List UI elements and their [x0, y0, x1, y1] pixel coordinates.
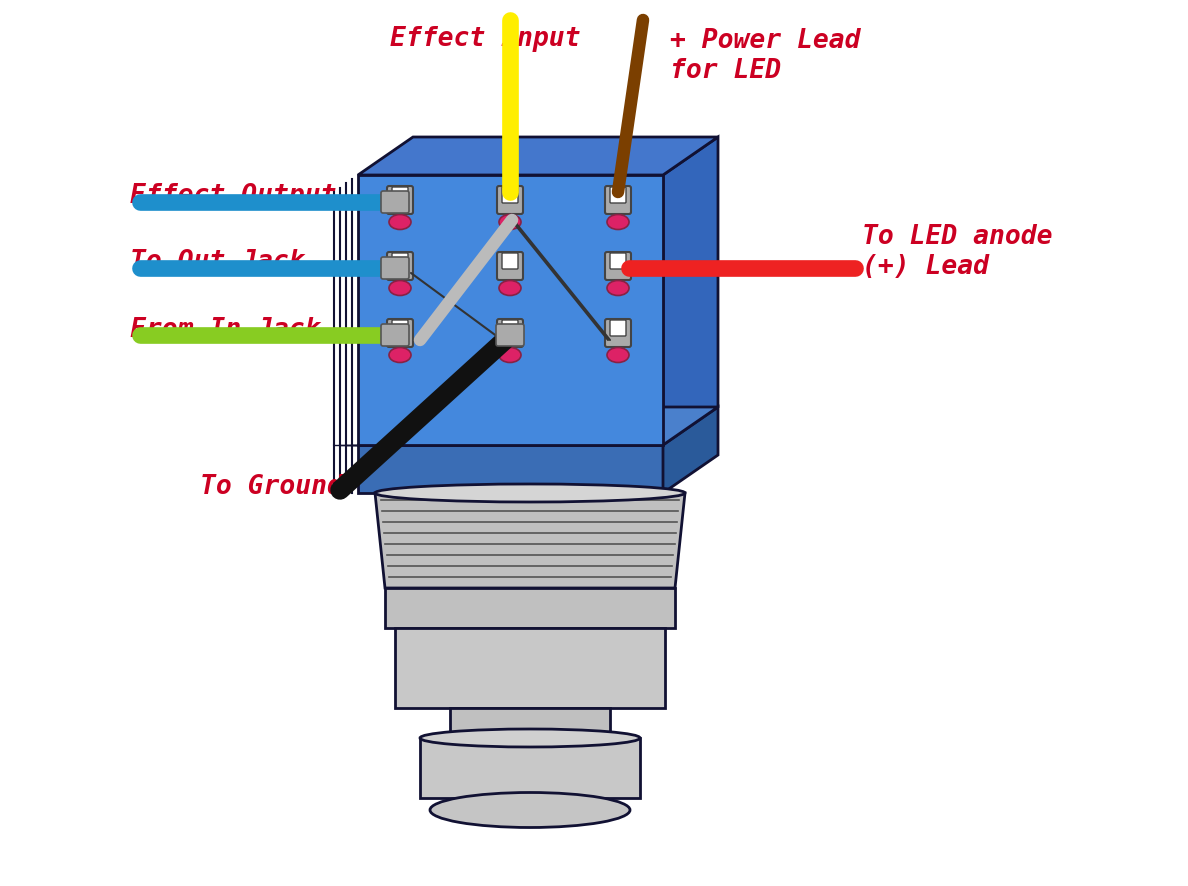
FancyBboxPatch shape	[497, 252, 523, 280]
Ellipse shape	[607, 214, 628, 229]
Polygon shape	[358, 407, 718, 445]
Polygon shape	[663, 137, 718, 445]
Ellipse shape	[421, 729, 640, 747]
Ellipse shape	[499, 347, 522, 362]
Ellipse shape	[388, 347, 411, 362]
Ellipse shape	[388, 214, 411, 229]
FancyBboxPatch shape	[387, 319, 413, 347]
FancyBboxPatch shape	[381, 257, 409, 279]
FancyBboxPatch shape	[605, 252, 631, 280]
Text: + Power Lead
for LED: + Power Lead for LED	[670, 28, 860, 84]
Ellipse shape	[499, 281, 522, 296]
FancyBboxPatch shape	[605, 319, 631, 347]
Polygon shape	[358, 175, 663, 445]
Polygon shape	[421, 738, 640, 798]
FancyBboxPatch shape	[609, 320, 626, 336]
FancyBboxPatch shape	[387, 186, 413, 214]
FancyBboxPatch shape	[497, 324, 524, 346]
FancyBboxPatch shape	[497, 186, 523, 214]
FancyBboxPatch shape	[503, 320, 518, 336]
Polygon shape	[394, 628, 665, 708]
FancyBboxPatch shape	[497, 319, 523, 347]
Text: From In Jack: From In Jack	[129, 317, 321, 343]
Text: To Ground: To Ground	[200, 474, 343, 500]
Text: Effect Input: Effect Input	[390, 26, 580, 52]
Polygon shape	[450, 708, 609, 738]
Ellipse shape	[607, 281, 628, 296]
FancyBboxPatch shape	[381, 191, 409, 213]
Text: To LED anode
(+) Lead: To LED anode (+) Lead	[862, 224, 1053, 280]
FancyBboxPatch shape	[503, 187, 518, 203]
Ellipse shape	[499, 214, 522, 229]
FancyBboxPatch shape	[605, 186, 631, 214]
Text: Effect Output: Effect Output	[129, 183, 336, 209]
Ellipse shape	[430, 792, 630, 828]
Polygon shape	[663, 407, 718, 493]
FancyBboxPatch shape	[503, 253, 518, 269]
FancyBboxPatch shape	[392, 253, 407, 269]
Ellipse shape	[375, 484, 685, 502]
FancyBboxPatch shape	[387, 252, 413, 280]
FancyBboxPatch shape	[609, 253, 626, 269]
FancyBboxPatch shape	[381, 324, 409, 346]
FancyBboxPatch shape	[392, 187, 407, 203]
Polygon shape	[385, 588, 675, 628]
Text: To Out Jack: To Out Jack	[129, 249, 304, 275]
FancyBboxPatch shape	[392, 320, 407, 336]
Polygon shape	[358, 445, 663, 493]
Ellipse shape	[607, 347, 628, 362]
Polygon shape	[358, 137, 718, 175]
FancyBboxPatch shape	[609, 187, 626, 203]
Ellipse shape	[388, 281, 411, 296]
Polygon shape	[375, 493, 685, 588]
